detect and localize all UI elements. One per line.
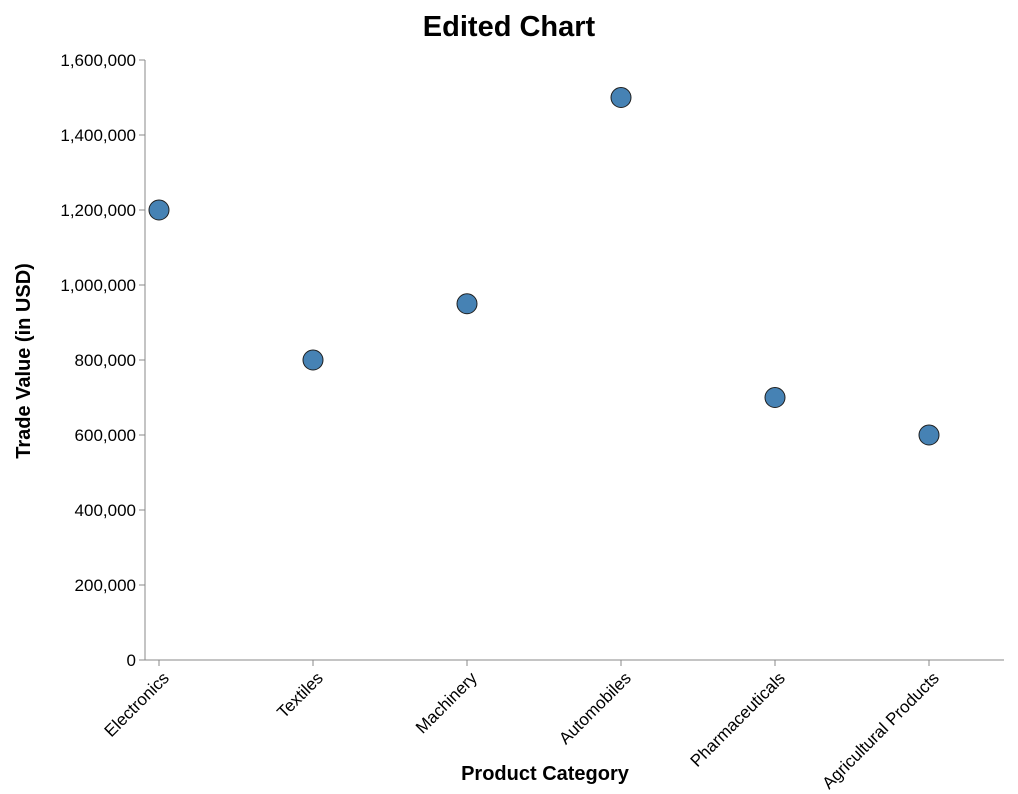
y-ticks: 0 200,000 400,000 600,000 800,000 1,000,000 1,… — [60, 51, 145, 670]
x-axis-title: Product Category — [461, 763, 630, 785]
x-tick-label: Electronics — [101, 668, 173, 740]
y-tick-label: 1,200,000 — [60, 201, 136, 220]
data-point — [918, 424, 940, 446]
y-axis-title: Trade Value (in USD) — [13, 263, 35, 459]
y-tick-label: 400,000 — [75, 501, 136, 520]
x-tick-label: Automobiles — [555, 668, 635, 748]
data-points — [148, 87, 940, 446]
data-point — [764, 387, 786, 408]
x-tick-label: Textiles — [273, 668, 327, 722]
y-tick-label: 200,000 — [75, 576, 136, 595]
y-tick-label: 800,000 — [75, 351, 136, 370]
data-point — [456, 293, 478, 315]
y-tick-label: 1,000,000 — [60, 276, 136, 295]
y-tick-label: 1,600,000 — [60, 51, 136, 70]
chart-title: Edited Chart — [423, 11, 596, 43]
data-point — [148, 199, 170, 221]
data-point — [610, 87, 632, 108]
x-tick-label: Agricultural Products — [819, 668, 943, 792]
x-tick-label: Machinery — [412, 668, 481, 737]
y-tick-label: 0 — [127, 651, 136, 670]
y-axis: 0 200,000 400,000 600,000 800,000 1,000,000 1,… — [60, 51, 146, 670]
x-tick-label: Pharmaceuticals — [687, 668, 789, 770]
y-tick-label: 600,000 — [75, 426, 136, 445]
data-point — [302, 349, 324, 371]
y-tick-label: 1,400,000 — [60, 126, 136, 145]
